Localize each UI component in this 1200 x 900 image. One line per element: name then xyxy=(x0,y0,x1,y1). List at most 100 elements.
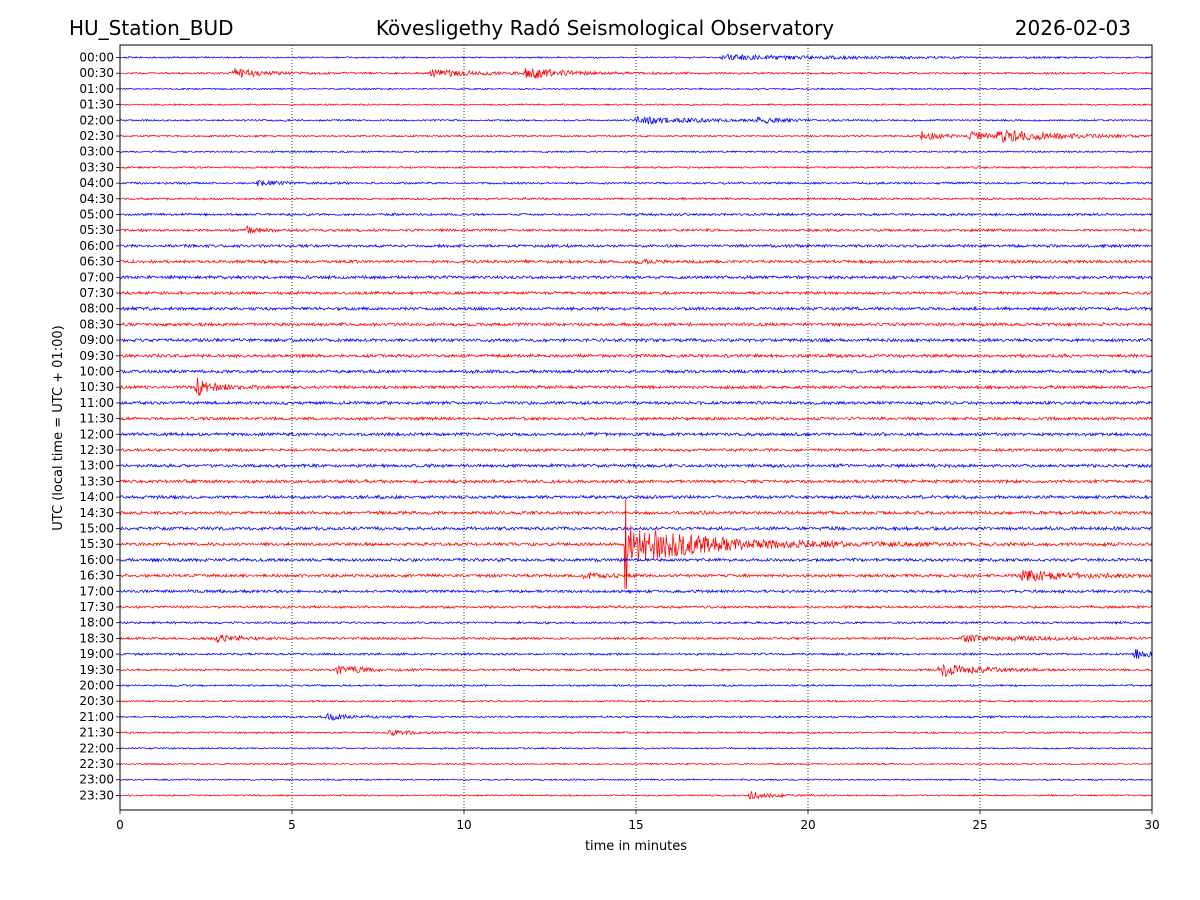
trace-0430 xyxy=(119,196,1153,201)
trace-1230 xyxy=(119,447,1153,453)
y-tick-label-1430: 14:30 xyxy=(79,506,114,520)
y-tick-label-1500: 15:00 xyxy=(79,522,114,536)
y-tick-label-1800: 18:00 xyxy=(79,616,114,630)
y-tick-label-2330: 23:30 xyxy=(79,788,114,802)
y-tick-label-0730: 07:30 xyxy=(79,286,114,300)
trace-1830 xyxy=(119,634,1153,644)
trace-0900 xyxy=(119,337,1153,344)
y-tick-label-0330: 03:30 xyxy=(79,160,114,174)
trace-0330 xyxy=(119,165,1153,170)
trace-1430 xyxy=(119,509,1153,517)
x-tick-label-25: 25 xyxy=(972,818,987,832)
trace-1600 xyxy=(119,556,1153,564)
trace-2200 xyxy=(119,746,1153,750)
trace-2000 xyxy=(119,683,1153,688)
y-tick-label-1830: 18:30 xyxy=(79,631,114,645)
trace-1530 xyxy=(119,499,1153,590)
trace-1100 xyxy=(119,399,1153,406)
trace-0800 xyxy=(119,305,1153,312)
trace-1730 xyxy=(119,604,1153,610)
y-tick-label-0000: 00:00 xyxy=(79,51,114,65)
trace-1900 xyxy=(119,649,1153,659)
y-tick-label-1400: 14:00 xyxy=(79,490,114,504)
trace-0530 xyxy=(119,225,1153,234)
y-tick-label-0230: 02:30 xyxy=(79,129,114,143)
y-tick-label-0530: 05:30 xyxy=(79,223,114,237)
trace-1800 xyxy=(119,620,1153,625)
trace-0130 xyxy=(119,103,1153,107)
trace-1030 xyxy=(119,377,1153,397)
y-tick-label-0930: 09:30 xyxy=(79,349,114,363)
y-tick-label-1000: 10:00 xyxy=(79,365,114,379)
x-tick-label-10: 10 xyxy=(456,818,471,832)
trace-0630 xyxy=(119,258,1153,266)
trace-1630 xyxy=(119,569,1153,582)
y-tick-label-2000: 20:00 xyxy=(79,679,114,693)
x-tick-label-20: 20 xyxy=(800,818,815,832)
y-tick-label-2100: 21:00 xyxy=(79,710,114,724)
trace-2300 xyxy=(119,778,1152,782)
y-tick-label-0130: 01:30 xyxy=(79,98,114,112)
trace-0830 xyxy=(119,321,1153,328)
y-tick-label-2030: 20:30 xyxy=(79,694,114,708)
trace-0600 xyxy=(119,242,1153,249)
y-axis-label: UTC (local time = UTC + 01:00) xyxy=(51,325,66,530)
trace-2030 xyxy=(119,699,1153,703)
y-tick-label-1530: 15:30 xyxy=(79,537,114,551)
x-tick-label-15: 15 xyxy=(628,818,643,832)
trace-0300 xyxy=(119,149,1153,154)
date-title: 2026-02-03 xyxy=(1015,16,1131,40)
y-tick-label-0800: 08:00 xyxy=(79,302,114,316)
trace-0100 xyxy=(119,87,1153,91)
trace-0230 xyxy=(119,129,1153,143)
trace-0400 xyxy=(119,179,1152,187)
trace-0030 xyxy=(119,68,1153,79)
y-tick-label-1130: 11:30 xyxy=(79,412,114,426)
y-tick-label-2230: 22:30 xyxy=(79,757,114,771)
y-tick-label-0830: 08:30 xyxy=(79,317,114,331)
chart-title: Köveslig­ethy Radó Seismological Observa… xyxy=(376,16,834,40)
trace-0500 xyxy=(119,212,1153,218)
y-tick-label-1200: 12:00 xyxy=(79,427,114,441)
trace-2330 xyxy=(119,790,1153,800)
y-tick-label-1900: 19:00 xyxy=(79,647,114,661)
y-tick-label-0500: 05:00 xyxy=(79,208,114,222)
trace-0000 xyxy=(119,53,1153,61)
trace-0200 xyxy=(119,115,1153,125)
y-tick-label-1300: 13:00 xyxy=(79,459,114,473)
trace-0930 xyxy=(119,352,1153,359)
y-tick-label-1100: 11:00 xyxy=(79,396,114,410)
gridlines xyxy=(291,45,981,810)
y-tick-label-0100: 01:00 xyxy=(79,82,114,96)
trace-1300 xyxy=(119,462,1153,469)
trace-2130 xyxy=(119,729,1153,737)
y-tick-label-1600: 16:00 xyxy=(79,553,114,567)
trace-1000 xyxy=(119,368,1153,375)
trace-1400 xyxy=(119,494,1153,501)
y-tick-label-0630: 06:30 xyxy=(79,255,114,269)
y-tick-label-2300: 23:00 xyxy=(79,773,114,787)
y-tick-label-2200: 22:00 xyxy=(79,741,114,755)
y-tick-label-2130: 21:30 xyxy=(79,726,114,740)
trace-1330 xyxy=(119,478,1153,485)
seismic-traces xyxy=(119,53,1153,800)
trace-1200 xyxy=(119,431,1153,438)
y-tick-label-1630: 16:30 xyxy=(79,569,114,583)
x-tick-label-0: 0 xyxy=(116,818,124,832)
trace-2100 xyxy=(119,712,1153,722)
trace-1130 xyxy=(119,415,1153,422)
trace-2230 xyxy=(119,762,1153,766)
x-tick-label-5: 5 xyxy=(288,818,296,832)
y-tick-label-0300: 03:00 xyxy=(79,145,114,159)
y-tick-label-0700: 07:00 xyxy=(79,270,114,284)
y-tick-label-1930: 19:30 xyxy=(79,663,114,677)
trace-1500 xyxy=(119,525,1153,532)
trace-1700 xyxy=(119,588,1153,595)
y-tick-label-1700: 17:00 xyxy=(79,584,114,598)
y-tick-label-0400: 04:00 xyxy=(79,176,114,190)
y-tick-label-0900: 09:00 xyxy=(79,333,114,347)
y-tick-label-0030: 00:30 xyxy=(79,66,114,80)
y-tick-label-0430: 04:30 xyxy=(79,192,114,206)
